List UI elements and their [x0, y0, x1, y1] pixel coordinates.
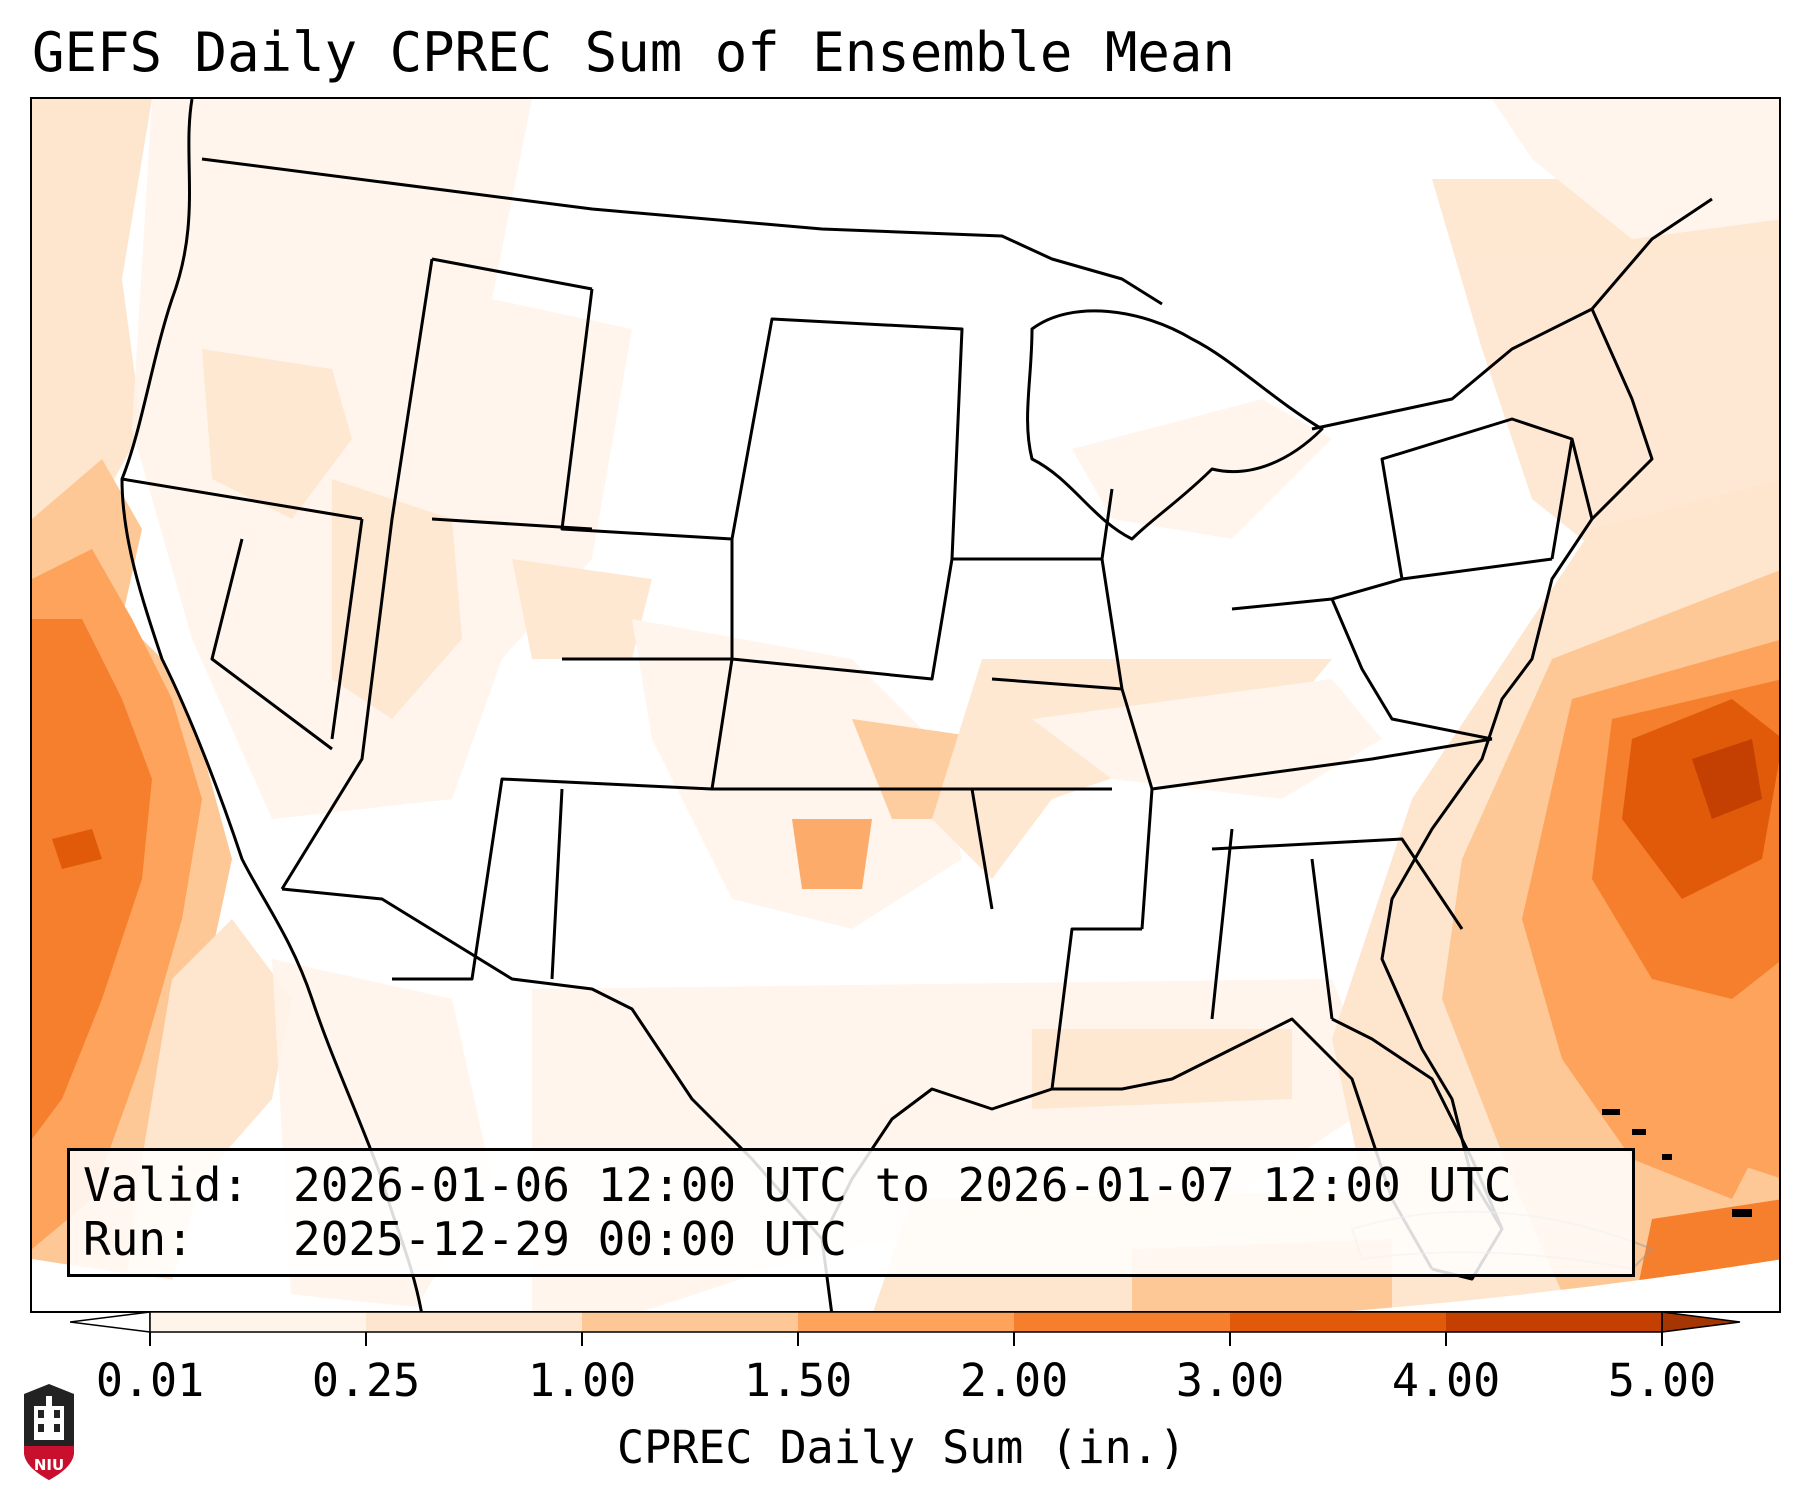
colorbar-label: CPREC Daily Sum (in.) — [617, 1421, 1186, 1474]
colorbar — [70, 1311, 1741, 1346]
colorbar-tick-label: 2.00 — [959, 1354, 1069, 1407]
colorbar-segment — [366, 1312, 583, 1332]
colorbar-tick-label: 1.00 — [527, 1354, 637, 1407]
run-label: Run: — [83, 1212, 194, 1266]
niu-logo: NIU — [20, 1384, 78, 1480]
precip-field-west — [32, 99, 292, 1311]
precip-field-inland — [132, 99, 1779, 1311]
colorbar-tick-label: 4.00 — [1391, 1354, 1501, 1407]
colorbar-segment — [798, 1312, 1015, 1332]
canada-us-border — [201, 157, 1163, 306]
great-lakes — [1026, 309, 1324, 541]
colorbar-segment — [582, 1312, 799, 1332]
colorbar-under-extension — [70, 1311, 151, 1333]
colorbar-segment — [1230, 1312, 1447, 1332]
pacific-coastline — [120, 99, 423, 1311]
colorbar-segment — [150, 1312, 367, 1332]
caribbean-islands — [1602, 1109, 1752, 1217]
valid-label: Valid: — [83, 1158, 250, 1212]
colorbar-tick-label: 1.50 — [743, 1354, 853, 1407]
state-lines — [121, 257, 1594, 1090]
colorbar-tick-label: 3.00 — [1175, 1354, 1285, 1407]
colorbar-tick-label: 0.01 — [95, 1354, 205, 1407]
run-value: 2025-12-29 00:00 UTC — [293, 1212, 847, 1266]
colorbar-segment — [1446, 1312, 1663, 1332]
projection-edge — [32, 1259, 1779, 1311]
colorbar-frame — [149, 1311, 1663, 1333]
valid-value: 2026-01-06 12:00 UTC to 2026-01-07 12:00… — [293, 1158, 1512, 1212]
colorbar-tick-label: 0.25 — [311, 1354, 421, 1407]
valid-run-info-box: Valid: 2026-01-06 12:00 UTC to 2026-01-07… — [67, 1148, 1635, 1277]
niu-logo-text: NIU — [33, 1456, 65, 1474]
colorbar-segment — [1014, 1312, 1231, 1332]
precipitation-map — [30, 97, 1781, 1313]
map-title: GEFS Daily CPREC Sum of Ensemble Mean — [32, 21, 1235, 84]
colorbar-tick-label: 5.00 — [1607, 1354, 1717, 1407]
colorbar-over-extension — [1661, 1311, 1741, 1333]
